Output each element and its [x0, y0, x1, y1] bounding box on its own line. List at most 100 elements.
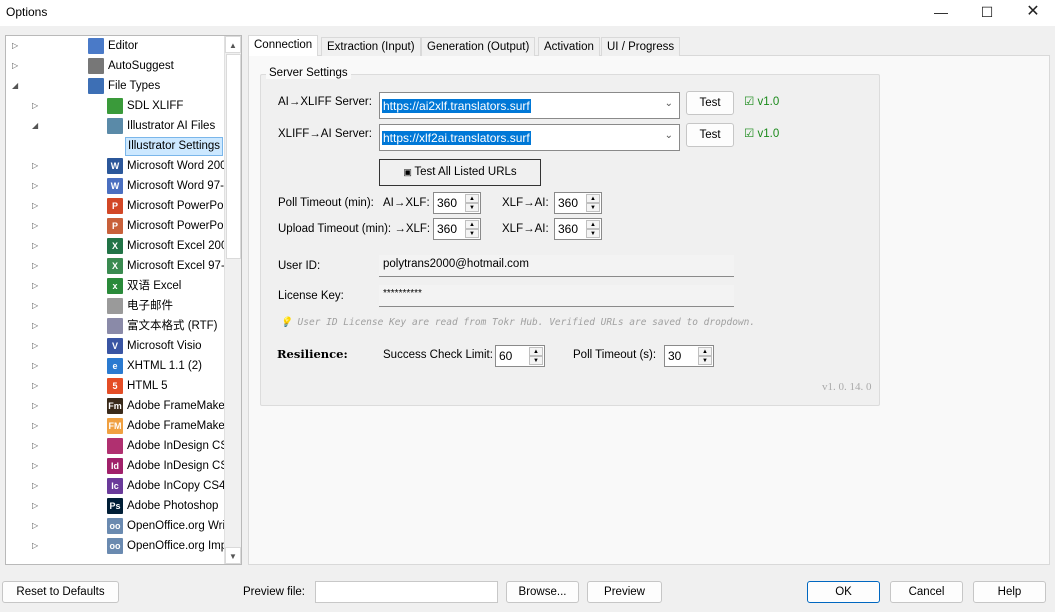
- browse-button[interactable]: Browse...: [506, 581, 579, 603]
- tree-item[interactable]: ▷ oo OpenOffice.org Writer: [6, 516, 238, 536]
- expand-icon[interactable]: ▷: [32, 501, 39, 510]
- spin-up-icon[interactable]: ▲: [586, 220, 600, 229]
- expand-icon[interactable]: ▷: [32, 521, 39, 530]
- expand-icon[interactable]: ▷: [32, 341, 39, 350]
- ok-button[interactable]: OK: [807, 581, 880, 603]
- tree-scrollbar[interactable]: ▲ ▼: [224, 36, 241, 564]
- xliff-to-ai-value: https://xlf2ai.translators.surf: [382, 131, 531, 145]
- expand-icon[interactable]: ▷: [32, 241, 39, 250]
- expand-icon[interactable]: ▷: [32, 161, 39, 170]
- close-icon[interactable]: ✕: [1026, 3, 1040, 20]
- tree-item[interactable]: ▷ Fm Adobe FrameMaker 8-2022 MI: [6, 396, 241, 416]
- expand-icon[interactable]: ▷: [32, 201, 39, 210]
- expand-icon[interactable]: ▷: [12, 61, 19, 70]
- expand-icon[interactable]: ▷: [32, 261, 39, 270]
- tab-generation[interactable]: Generation (Output): [421, 37, 536, 56]
- tree-item[interactable]: ▷ 富文本格式 (RTF): [6, 316, 224, 336]
- scroll-thumb[interactable]: [226, 54, 241, 259]
- tab-ui-progress[interactable]: UI / Progress: [601, 37, 681, 56]
- spin-up-icon[interactable]: ▲: [465, 194, 479, 203]
- poll-ai-xlf-spinner[interactable]: 360 ▲ ▼: [433, 192, 481, 214]
- tab-activation[interactable]: Activation: [538, 37, 600, 56]
- tree-item[interactable]: ▷ Ic Adobe InCopy CS4-CC ICML: [6, 476, 241, 496]
- license-key-field[interactable]: **********: [379, 285, 734, 307]
- expand-icon[interactable]: ▷: [12, 41, 19, 50]
- expand-icon[interactable]: ▷: [32, 541, 39, 550]
- scroll-up-icon[interactable]: ▲: [225, 36, 241, 53]
- tree-item[interactable]: ▷ P Microsoft PowerPoint 2007-20: [6, 196, 241, 216]
- tree-item[interactable]: ▷ e XHTML 1.1 (2): [6, 356, 224, 376]
- tree-item[interactable]: ▷ Ps Adobe Photoshop: [6, 496, 224, 516]
- tree-item[interactable]: ▷ P Microsoft PowerPoint 97-2003: [6, 216, 241, 236]
- spin-up-icon[interactable]: ▲: [529, 347, 543, 356]
- options-tree[interactable]: ▷ Editor ▷ AutoSuggest ◢ File Types ▷ SDL XLIFF…: [5, 35, 242, 565]
- collapse-icon[interactable]: ◢: [32, 121, 39, 130]
- xliff-to-ai-server-combo[interactable]: https://xlf2ai.translators.surf ⌄: [379, 124, 680, 151]
- tree-item[interactable]: ▷ FM Adobe FrameMaker 8-2020 MI: [6, 416, 241, 436]
- tree-item[interactable]: ▷ X Microsoft Excel 2007-2019: [6, 236, 241, 256]
- chevron-down-icon[interactable]: ⌄: [664, 130, 673, 141]
- tree-item[interactable]: ▷ 5 HTML 5: [6, 376, 224, 396]
- spin-down-icon[interactable]: ▼: [586, 203, 600, 212]
- maximize-icon[interactable]: ☐: [980, 4, 994, 20]
- chevron-down-icon[interactable]: ⌄: [664, 98, 673, 109]
- tree-item[interactable]: ◢ File Types: [6, 76, 224, 96]
- spin-down-icon[interactable]: ▼: [698, 356, 712, 365]
- reset-defaults-button[interactable]: Reset to Defaults: [2, 581, 119, 603]
- test-all-urls-button[interactable]: ▣ Test All Listed URLs: [379, 159, 541, 186]
- expand-icon[interactable]: ▷: [32, 461, 39, 470]
- tree-item[interactable]: ▷ Adobe InDesign CS2-CS4 INX: [6, 436, 241, 456]
- expand-icon[interactable]: ▷: [32, 321, 39, 330]
- tree-item[interactable]: Illustrator Settings: [6, 136, 224, 156]
- tab-connection[interactable]: Connection: [248, 35, 319, 56]
- test-ai-to-xliff-button[interactable]: Test: [686, 91, 734, 115]
- tab-extraction[interactable]: Extraction (Input): [321, 37, 421, 56]
- spin-down-icon[interactable]: ▼: [465, 229, 479, 238]
- preview-file-input[interactable]: [315, 581, 498, 603]
- minimize-icon[interactable]: —: [934, 4, 948, 20]
- collapse-icon[interactable]: ◢: [12, 81, 19, 90]
- success-check-limit-spinner[interactable]: 60 ▲ ▼: [495, 345, 545, 367]
- poll-xlf-ai-spinner[interactable]: 360 ▲ ▼: [554, 192, 602, 214]
- expand-icon[interactable]: ▷: [32, 401, 39, 410]
- expand-icon[interactable]: ▷: [32, 441, 39, 450]
- tree-item[interactable]: ▷ AutoSuggest: [6, 56, 224, 76]
- preview-button[interactable]: Preview: [587, 581, 662, 603]
- tree-item[interactable]: ▷ Id Adobe InDesign CS4-CC IDML: [6, 456, 241, 476]
- expand-icon[interactable]: ▷: [32, 481, 39, 490]
- spin-down-icon[interactable]: ▼: [529, 356, 543, 365]
- spin-up-icon[interactable]: ▲: [465, 220, 479, 229]
- cancel-button[interactable]: Cancel: [890, 581, 963, 603]
- upload-xlf-spinner[interactable]: 360 ▲ ▼: [433, 218, 481, 240]
- tree-item[interactable]: ▷ Editor: [6, 36, 224, 56]
- user-id-field[interactable]: polytrans2000@hotmail.com: [379, 255, 734, 277]
- tree-item[interactable]: ▷ X Microsoft Excel 97-2003: [6, 256, 241, 276]
- scroll-down-icon[interactable]: ▼: [225, 547, 241, 564]
- poll-timeout-s-spinner[interactable]: 30 ▲ ▼: [664, 345, 714, 367]
- spin-down-icon[interactable]: ▼: [465, 203, 479, 212]
- expand-icon[interactable]: ▷: [32, 281, 39, 290]
- spin-down-icon[interactable]: ▼: [586, 229, 600, 238]
- test-xliff-to-ai-button[interactable]: Test: [686, 123, 734, 147]
- expand-icon[interactable]: ▷: [32, 101, 39, 110]
- expand-icon[interactable]: ▷: [32, 421, 39, 430]
- ai-to-xliff-server-combo[interactable]: https://ai2xlf.translators.surf ⌄: [379, 92, 680, 119]
- tree-item[interactable]: ▷ V Microsoft Visio: [6, 336, 224, 356]
- tree-item[interactable]: ▷ x 双语 Excel: [6, 276, 224, 296]
- expand-icon[interactable]: ▷: [32, 381, 39, 390]
- spin-up-icon[interactable]: ▲: [698, 347, 712, 356]
- expand-icon[interactable]: ▷: [32, 301, 39, 310]
- tree-item[interactable]: ▷ W Microsoft Word 97-2003: [6, 176, 241, 196]
- tree-item[interactable]: ▷ W Microsoft Word 2007-2019: [6, 156, 241, 176]
- spin-up-icon[interactable]: ▲: [586, 194, 600, 203]
- tree-item[interactable]: ▷ oo OpenOffice.org Impress: [6, 536, 241, 556]
- tree-item[interactable]: ◢ Illustrator AI Files: [6, 116, 224, 136]
- upload-xlf-ai-spinner[interactable]: 360 ▲ ▼: [554, 218, 602, 240]
- expand-icon[interactable]: ▷: [32, 361, 39, 370]
- help-button[interactable]: Help: [973, 581, 1046, 603]
- expand-icon[interactable]: ▷: [32, 221, 39, 230]
- tree-item[interactable]: ▷ 电子邮件: [6, 296, 224, 316]
- expand-icon[interactable]: ▷: [32, 181, 39, 190]
- p-icon: P: [107, 218, 123, 234]
- tree-item[interactable]: ▷ SDL XLIFF: [6, 96, 224, 116]
